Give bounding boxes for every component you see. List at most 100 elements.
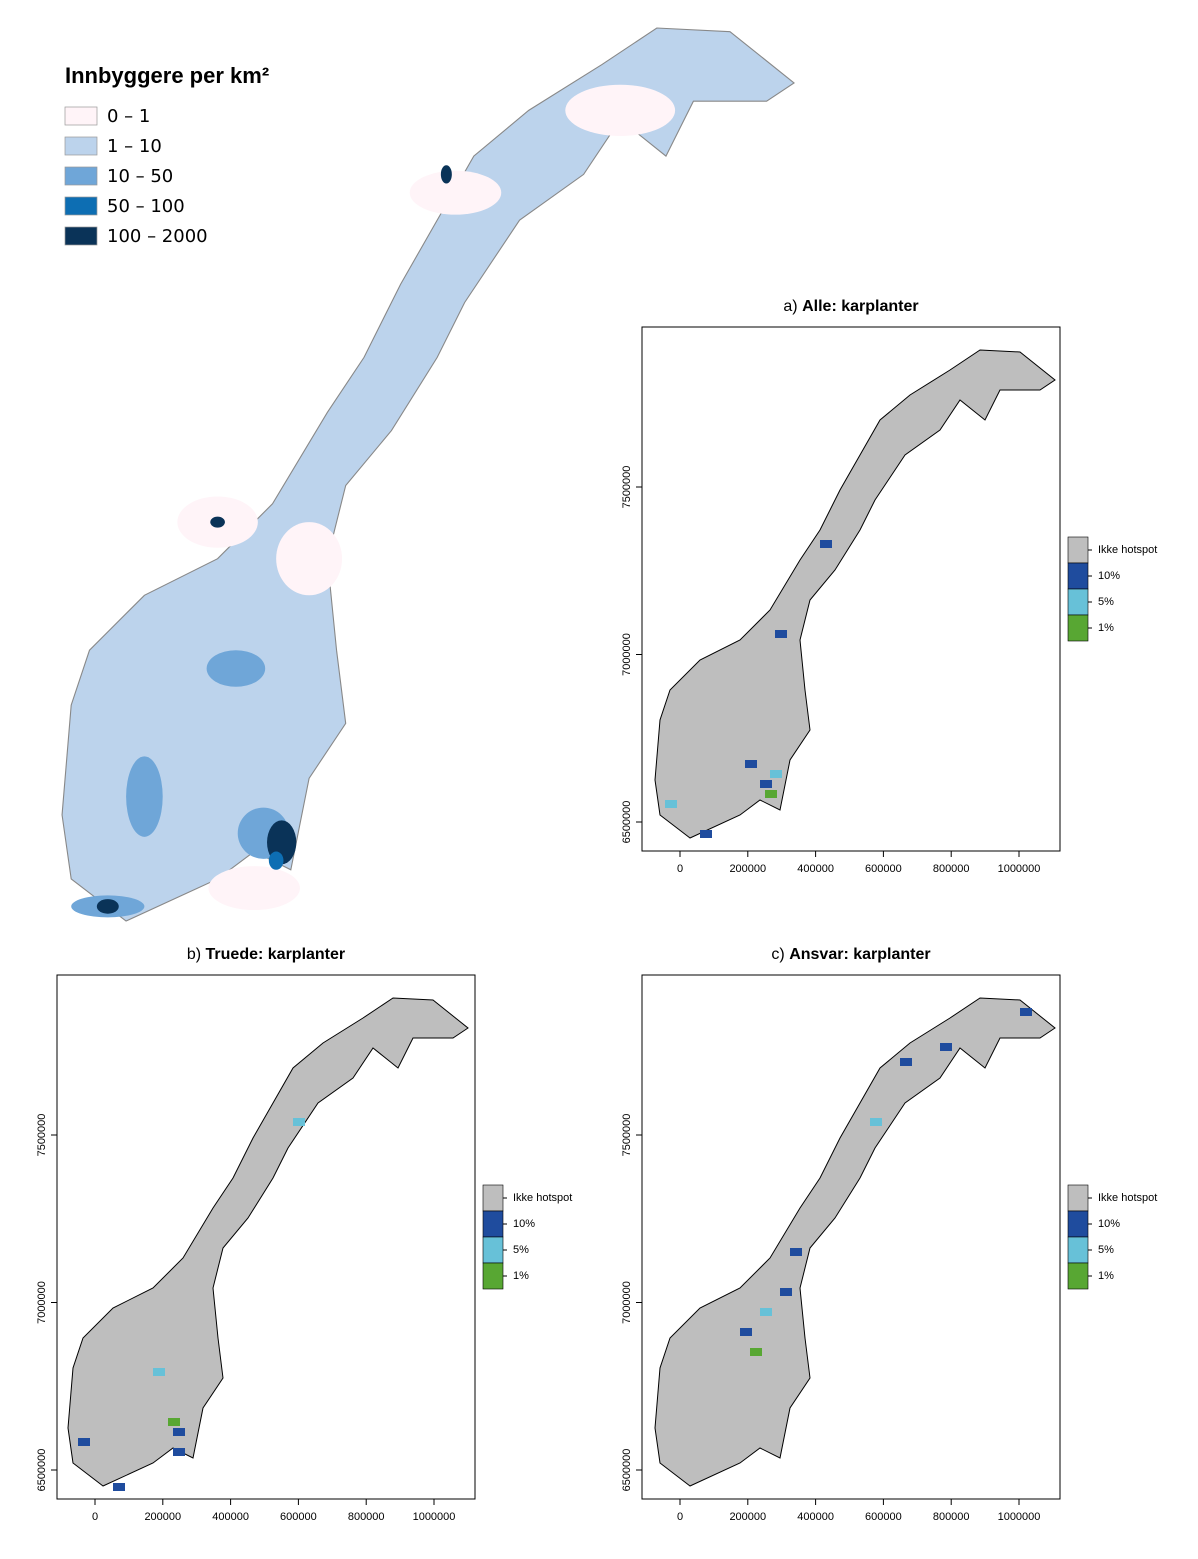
- population-map: [61, 27, 795, 922]
- region: [126, 756, 163, 837]
- hotspot-cell: [181, 1428, 185, 1432]
- panel-title: b) Truede: karplanter: [187, 946, 345, 963]
- hotspot-cell: [760, 1312, 764, 1316]
- hotspot-cell: [773, 790, 777, 794]
- hotspot-cell: [748, 1332, 752, 1336]
- hotspot-cell: [161, 1372, 165, 1376]
- hotspot-cell: [940, 1047, 944, 1051]
- hotspot-cell: [161, 1368, 165, 1372]
- hotspot-cell: [948, 1043, 952, 1047]
- hotspot-cell: [750, 1348, 754, 1352]
- hotspot-cell: [157, 1372, 161, 1376]
- legend-label: Ikke hotspot: [1098, 544, 1157, 556]
- country-outline: [654, 997, 1056, 1487]
- hotspot-cell: [704, 830, 708, 834]
- hotspot-cell: [780, 1292, 784, 1296]
- y-tick-label: 7500000: [621, 466, 633, 509]
- hotspot-cell: [870, 1118, 874, 1122]
- legend-swatch: [1067, 1184, 1089, 1212]
- hotspot-cell: [778, 774, 782, 778]
- hotspot-cell: [794, 1252, 798, 1256]
- hotspot-cell: [798, 1248, 802, 1252]
- legend-label: 5%: [1098, 1244, 1114, 1256]
- legend-swatch: [64, 226, 98, 246]
- hotspot-cell: [774, 770, 778, 774]
- hotspot-cell: [870, 1122, 874, 1126]
- legend-swatch: [1067, 614, 1089, 642]
- hotspot-cell: [745, 764, 749, 768]
- legend-label: 1 – 10: [107, 136, 162, 157]
- panel-title: c) Ansvar: karplanter: [771, 946, 930, 963]
- hotspot-cell: [82, 1438, 86, 1442]
- legend-swatch: [1067, 1210, 1089, 1238]
- hotspot-cell: [748, 1328, 752, 1332]
- region: [210, 516, 225, 528]
- y-tick-label: 7500000: [36, 1114, 48, 1157]
- hotspot-cell: [783, 634, 787, 638]
- hotspot-cell: [778, 770, 782, 774]
- hotspot-cell: [764, 780, 768, 784]
- hotspot-cell: [764, 1308, 768, 1312]
- legend-swatch: [482, 1210, 504, 1238]
- hotspot-cell: [665, 800, 669, 804]
- hotspot-cell: [700, 834, 704, 838]
- panel-label: c): [771, 946, 784, 963]
- hotspot-cell: [794, 1248, 798, 1252]
- x-tick-label: 800000: [933, 863, 970, 875]
- x-tick-label: 400000: [212, 1511, 249, 1523]
- hotspot-cell: [783, 630, 787, 634]
- legend-swatch: [1067, 588, 1089, 616]
- x-tick-label: 600000: [865, 863, 902, 875]
- country-outline: [654, 349, 1056, 839]
- hotspot-cell: [1020, 1008, 1024, 1012]
- hotspot-cell: [758, 1352, 762, 1356]
- hotspot-cell: [753, 760, 757, 764]
- hotspot-cell: [181, 1432, 185, 1436]
- legend-swatch: [1067, 536, 1089, 564]
- legend-label: 50 – 100: [107, 196, 185, 217]
- region: [206, 650, 266, 687]
- x-tick-label: 200000: [729, 1511, 766, 1523]
- country-map: [654, 997, 1056, 1487]
- hotspot-cell: [775, 634, 779, 638]
- hotspot-cell: [700, 830, 704, 834]
- hotspot-cell: [878, 1118, 882, 1122]
- hotspot-cell: [790, 1252, 794, 1256]
- hotspot-cell: [181, 1448, 185, 1452]
- x-tick-label: 1000000: [413, 1511, 456, 1523]
- hotspot-cell: [173, 1452, 177, 1456]
- hotspot-cell: [874, 1122, 878, 1126]
- hotspot-cell: [665, 804, 669, 808]
- hotspot-cell: [770, 770, 774, 774]
- x-tick-label: 800000: [348, 1511, 385, 1523]
- hotspot-cell: [784, 1292, 788, 1296]
- hotspot-cell: [768, 780, 772, 784]
- hotspot-cell: [750, 1352, 754, 1356]
- legend-swatch: [1067, 562, 1089, 590]
- hotspot-cell: [900, 1058, 904, 1062]
- hotspot-cell: [779, 630, 783, 634]
- hotspot-cell: [117, 1483, 121, 1487]
- plot-box: [641, 974, 1061, 1500]
- hotspot-cell: [744, 1332, 748, 1336]
- region: [565, 84, 676, 136]
- plot-box: [641, 326, 1061, 852]
- region: [440, 165, 452, 184]
- legend-label: 10%: [1098, 1218, 1120, 1230]
- hotspot-cell: [768, 1312, 772, 1316]
- x-tick-label: 400000: [797, 1511, 834, 1523]
- hotspot-cell: [297, 1118, 301, 1122]
- hotspot-cell: [940, 1043, 944, 1047]
- legend-label: 5%: [513, 1244, 529, 1256]
- hotspot-cell: [704, 834, 708, 838]
- hotspot-cell: [828, 544, 832, 548]
- hotspot-cell: [176, 1418, 180, 1422]
- hotspot-cell: [673, 800, 677, 804]
- hotspot-cell: [86, 1442, 90, 1446]
- legend-label: 1%: [1098, 1270, 1114, 1282]
- hotspot-cell: [168, 1422, 172, 1426]
- hotspot-cell: [157, 1368, 161, 1372]
- hotspot-cell: [908, 1062, 912, 1066]
- hotspot-cell: [153, 1372, 157, 1376]
- country-map: [67, 997, 469, 1491]
